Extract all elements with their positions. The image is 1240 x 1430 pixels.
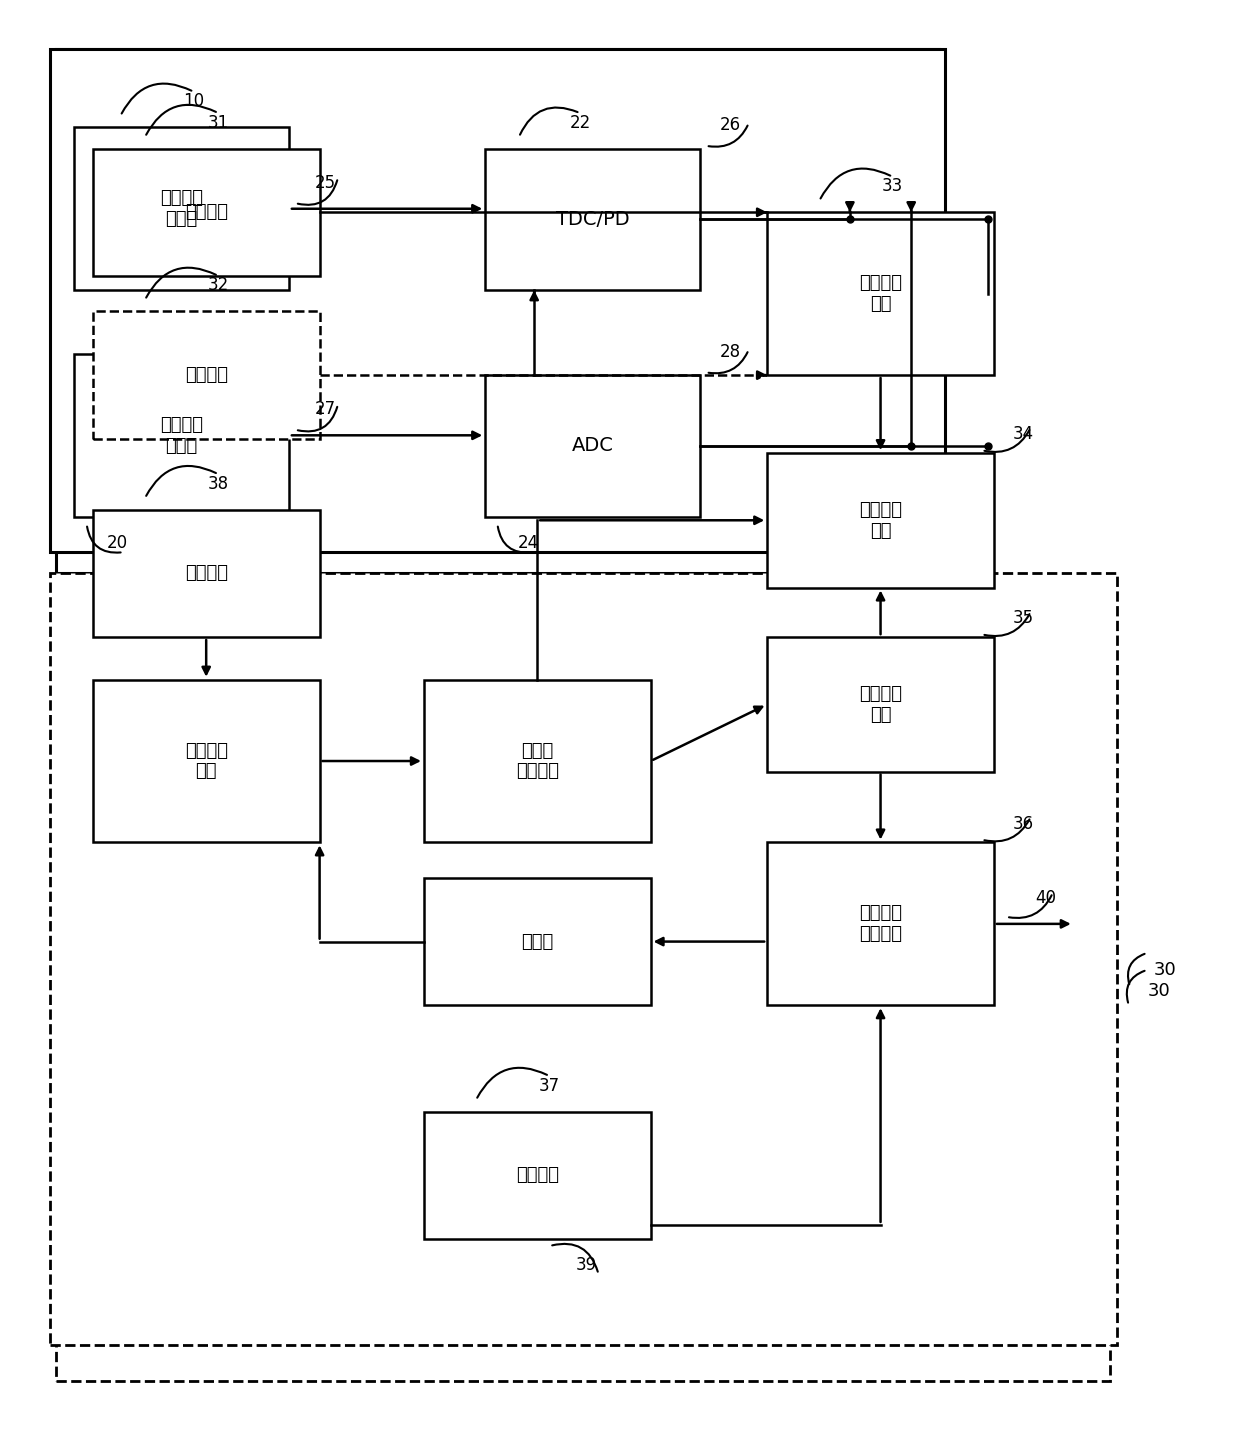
Bar xyxy=(424,679,651,842)
Bar xyxy=(768,212,994,375)
Bar xyxy=(74,353,289,516)
Bar xyxy=(56,50,939,573)
Bar xyxy=(56,602,1111,1380)
Text: 频率调整
单元: 频率调整 单元 xyxy=(859,685,901,724)
Text: 数字频率
合成单元: 数字频率 合成单元 xyxy=(859,905,901,944)
Text: 锁相环
算法单元: 锁相环 算法单元 xyxy=(516,742,559,781)
Text: 34: 34 xyxy=(1012,425,1033,443)
Bar xyxy=(93,312,320,439)
Text: 温度传感: 温度传感 xyxy=(185,366,228,385)
Text: 分频器: 分频器 xyxy=(521,932,553,951)
Text: 37: 37 xyxy=(539,1077,560,1094)
Text: 31: 31 xyxy=(208,113,229,132)
Text: 26: 26 xyxy=(719,116,742,134)
Text: 33: 33 xyxy=(882,177,904,196)
Text: 预测变量
单元: 预测变量 单元 xyxy=(859,275,901,313)
Text: 32: 32 xyxy=(208,276,229,295)
Text: 时间数据: 时间数据 xyxy=(185,203,228,222)
Bar xyxy=(93,149,320,276)
Text: 10: 10 xyxy=(184,93,205,110)
Bar xyxy=(50,50,945,552)
Text: 参考时钟: 参考时钟 xyxy=(185,565,228,582)
Text: 24: 24 xyxy=(517,533,538,552)
Text: 20: 20 xyxy=(107,533,128,552)
Text: 39: 39 xyxy=(575,1256,596,1274)
Text: 频率器件: 频率器件 xyxy=(516,1167,559,1184)
Bar xyxy=(74,127,289,290)
Text: 鉴相鉴频
单元: 鉴相鉴频 单元 xyxy=(185,742,228,781)
Text: 30: 30 xyxy=(1153,961,1176,980)
Bar xyxy=(50,573,1116,1346)
Bar xyxy=(485,375,699,516)
Text: 28: 28 xyxy=(719,343,742,360)
Bar xyxy=(424,1111,651,1238)
Bar xyxy=(93,509,320,638)
Bar xyxy=(768,842,994,1005)
Bar xyxy=(424,878,651,1005)
Bar xyxy=(93,679,320,842)
Text: 预测模型
单元: 预测模型 单元 xyxy=(859,500,901,539)
Text: 27: 27 xyxy=(315,400,336,419)
Text: 22: 22 xyxy=(569,113,590,132)
Text: ADC: ADC xyxy=(572,436,614,455)
Text: TDC/PD: TDC/PD xyxy=(556,210,629,229)
Text: 36: 36 xyxy=(1012,815,1033,832)
Bar xyxy=(768,638,994,772)
Text: 38: 38 xyxy=(208,475,229,493)
Bar xyxy=(768,453,994,588)
Bar xyxy=(485,149,699,290)
Text: 35: 35 xyxy=(1012,609,1033,628)
Text: 30: 30 xyxy=(1147,982,1171,1000)
Text: 40: 40 xyxy=(1035,889,1056,907)
Text: 频率补偿
传感器: 频率补偿 传感器 xyxy=(160,189,203,229)
Text: 25: 25 xyxy=(315,174,336,192)
Text: 预测变量
传感器: 预测变量 传感器 xyxy=(160,416,203,455)
